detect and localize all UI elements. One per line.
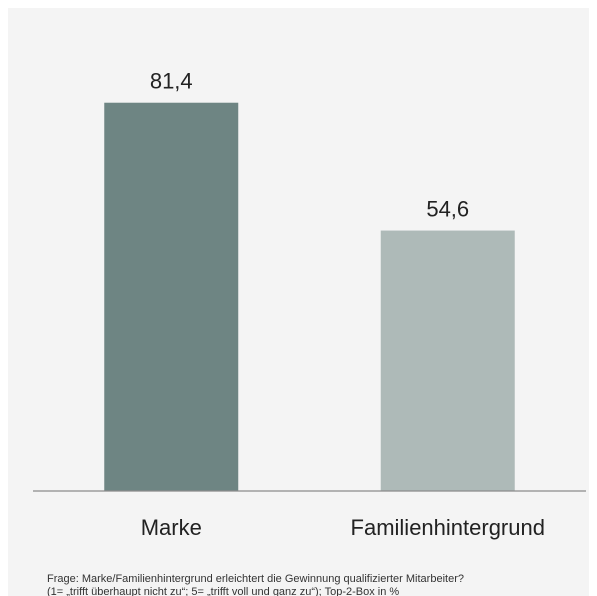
footnote-line-2: (1= „trifft überhaupt nicht zu“; 5= „tri… bbox=[47, 586, 400, 596]
bars-group bbox=[104, 102, 515, 492]
value-label-marke: 81,4 bbox=[150, 69, 193, 94]
footnote-line-1: Frage: Marke/Familienhintergrund erleich… bbox=[47, 573, 464, 585]
bar-marke bbox=[104, 102, 239, 492]
bar-chart: 81,4 Marke 54,6 Familienhintergrund bbox=[33, 69, 586, 540]
labels-group: 81,4 Marke 54,6 Familienhintergrund bbox=[141, 69, 545, 540]
chart-panel: 81,4 Marke 54,6 Familienhintergrund Frage: … bbox=[8, 8, 589, 596]
category-label-marke: Marke bbox=[141, 515, 202, 540]
footnote: Frage: Marke/Familienhintergrund erleich… bbox=[47, 573, 587, 596]
value-label-familienhintergrund: 54,6 bbox=[426, 197, 469, 222]
category-label-familienhintergrund: Familienhintergrund bbox=[351, 515, 545, 540]
bar-familienhintergrund bbox=[380, 230, 515, 492]
